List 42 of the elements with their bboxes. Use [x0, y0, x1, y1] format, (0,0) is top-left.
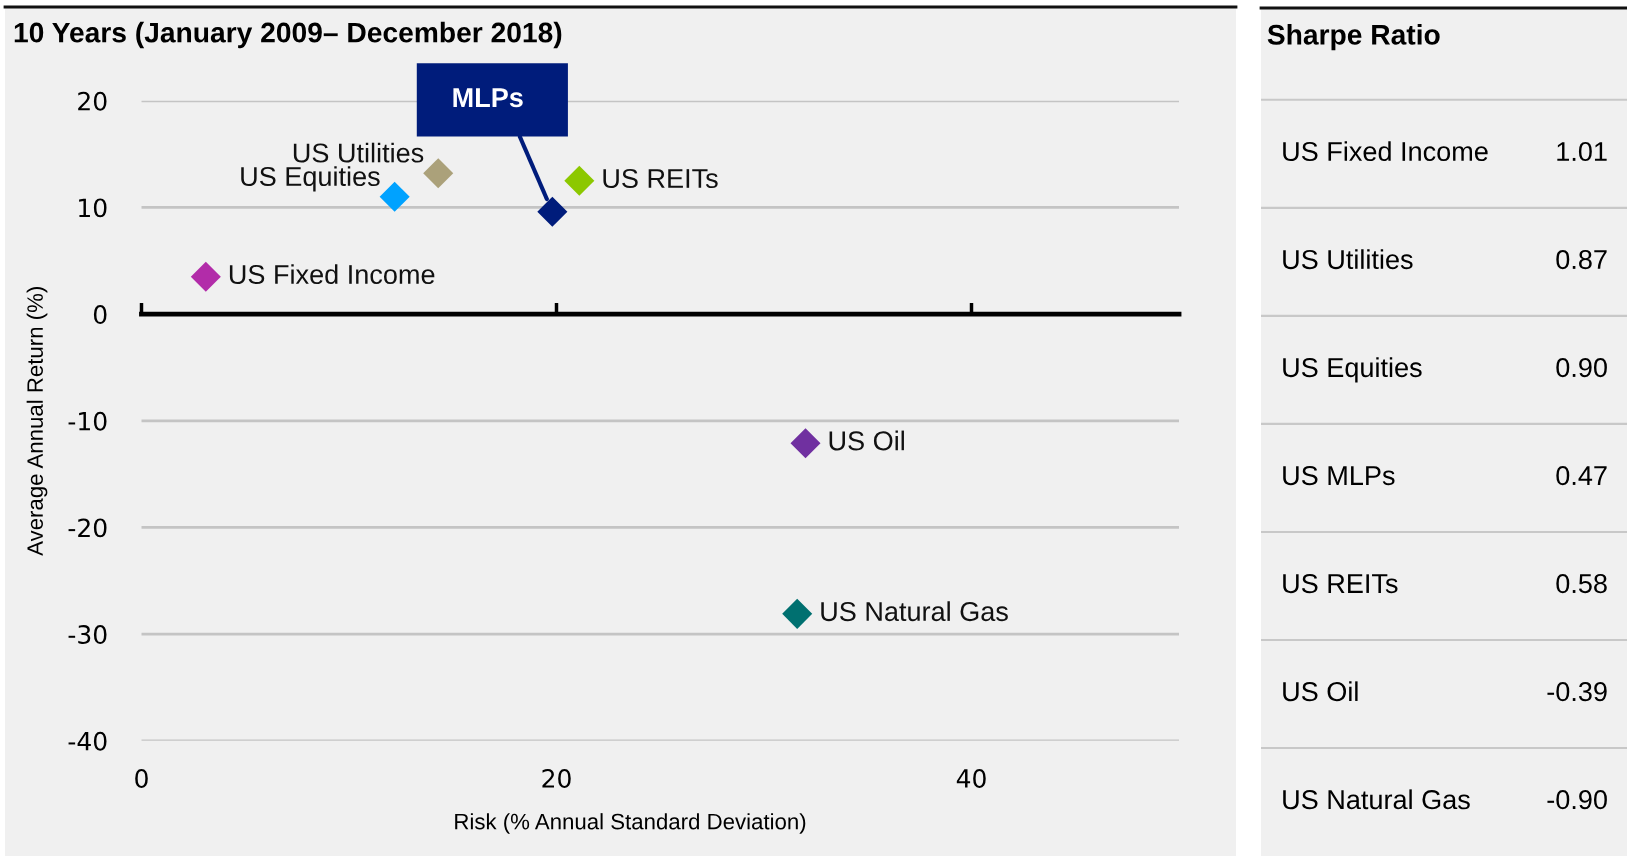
- text: 0.58: [1556, 574, 1607, 594]
- series-label: US REITs: [603, 168, 718, 189]
- y-axis-title: Average Annual Return (%): [26, 287, 48, 556]
- x-axis-title: Risk (% Annual Standard Deviation): [455, 813, 806, 834]
- y-tick-label: -20: [68, 518, 107, 538]
- text: -0.39: [1547, 682, 1607, 702]
- category-label: US MLPs: [1283, 466, 1395, 486]
- y-tick-label: -10: [68, 411, 107, 431]
- category-label: US Equities: [1283, 357, 1422, 383]
- chart-title: 10 Years (January 2009– December 2018): [14, 21, 562, 49]
- category-label: US Fixed Income: [1283, 141, 1488, 162]
- y-tick-label: 0: [93, 305, 107, 324]
- text: 0.87: [1556, 249, 1607, 270]
- text: Sharpe Ratio: [1267, 24, 1440, 51]
- category-label: US REITs: [1283, 574, 1398, 594]
- series-label: US Oil: [829, 430, 904, 451]
- point: [423, 158, 454, 189]
- series-label: US Equities: [241, 166, 380, 192]
- point: [790, 428, 821, 459]
- y-tick-label: -30: [68, 625, 107, 644]
- x-tick-label: 20: [542, 769, 571, 788]
- point: [190, 261, 221, 292]
- text: 0.90: [1556, 357, 1607, 378]
- category-label: US Oil: [1283, 681, 1358, 702]
- category-label: US Natural Gas: [1283, 789, 1470, 810]
- y-tick-label: 20: [78, 91, 107, 111]
- point: [782, 598, 813, 629]
- x-tick-label: 0: [135, 769, 148, 788]
- text: 1.01: [1557, 141, 1607, 162]
- category-label: US Utilities: [1283, 249, 1413, 270]
- y-tick-label: -40: [68, 731, 107, 751]
- point: [537, 196, 568, 227]
- series-label: US Fixed Income: [229, 264, 435, 285]
- text: -0.90: [1547, 790, 1607, 810]
- point: [564, 165, 595, 196]
- series-label: US Utilities: [293, 142, 424, 163]
- text: 0.47: [1556, 466, 1607, 486]
- point: [379, 181, 410, 212]
- x-tick-label: 40: [956, 769, 986, 788]
- y-tick-label: 10: [79, 198, 107, 218]
- series-label: US Natural Gas: [821, 601, 1008, 622]
- text: MLPs: [453, 88, 523, 108]
